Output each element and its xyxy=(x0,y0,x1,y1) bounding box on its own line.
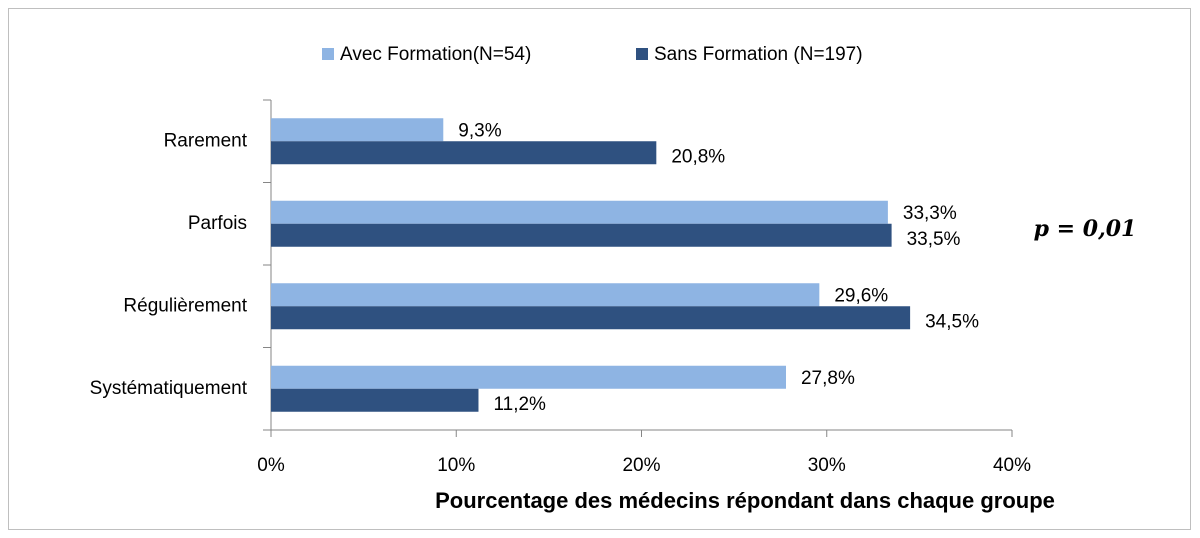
p-value-annotation: p = 0,01 xyxy=(1034,216,1137,242)
data-label: 9,3% xyxy=(458,120,501,141)
bar xyxy=(271,223,892,247)
data-label: 34,5% xyxy=(925,311,979,332)
chart-border xyxy=(8,8,1191,530)
x-tick-label: 0% xyxy=(257,455,285,476)
x-tick-label: 30% xyxy=(808,455,846,476)
bar xyxy=(271,365,786,389)
data-label: 29,6% xyxy=(834,285,888,306)
legend-swatch xyxy=(636,48,648,60)
x-tick-label: 20% xyxy=(622,455,660,476)
bar xyxy=(271,141,657,165)
bar xyxy=(271,388,479,412)
bar xyxy=(271,200,888,224)
y-tick-label: Rarement xyxy=(164,130,248,151)
bar xyxy=(271,306,911,330)
bar xyxy=(271,283,820,307)
legend-label: Sans Formation (N=197) xyxy=(654,44,863,65)
data-label: 33,3% xyxy=(903,203,957,224)
y-tick-label: Parfois xyxy=(188,213,247,234)
y-tick-label: Systématiquement xyxy=(90,378,248,399)
x-tick-label: 10% xyxy=(437,455,475,476)
data-label: 11,2% xyxy=(493,394,546,415)
bar xyxy=(271,118,444,142)
x-axis-title: Pourcentage des médecins répondant dans … xyxy=(435,488,1055,513)
data-label: 27,8% xyxy=(801,368,855,389)
legend-label: Avec Formation(N=54) xyxy=(340,44,531,65)
data-label: 20,8% xyxy=(671,146,725,167)
x-tick-label: 40% xyxy=(993,455,1031,476)
legend-swatch xyxy=(322,48,334,60)
data-label: 33,5% xyxy=(907,229,961,250)
y-tick-label: Régulièrement xyxy=(123,295,247,316)
